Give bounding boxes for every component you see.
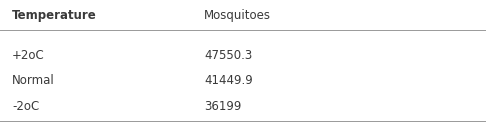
Text: 36199: 36199 <box>204 100 242 113</box>
Text: +2oC: +2oC <box>12 49 45 62</box>
Text: Temperature: Temperature <box>12 9 97 22</box>
Text: 41449.9: 41449.9 <box>204 74 253 87</box>
Text: -2oC: -2oC <box>12 100 39 113</box>
Text: 47550.3: 47550.3 <box>204 49 252 62</box>
Text: Normal: Normal <box>12 74 55 87</box>
Text: Mosquitoes: Mosquitoes <box>204 9 271 22</box>
